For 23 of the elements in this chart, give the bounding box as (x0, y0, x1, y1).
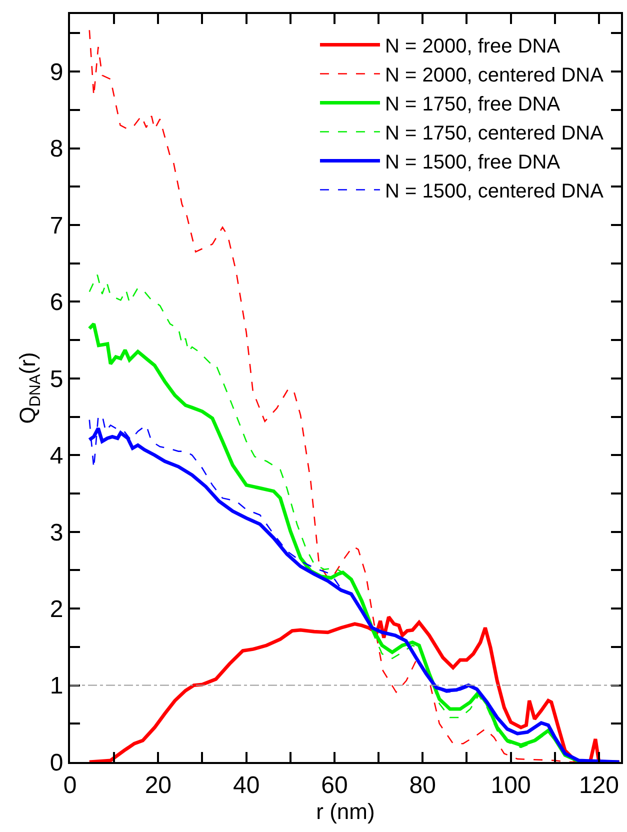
legend-label: N = 1500, centered DNA (384, 180, 604, 203)
x-tick-label: 60 (321, 772, 348, 799)
legend-label: N = 2000, centered DNA (384, 64, 604, 87)
x-tick-label: 120 (578, 772, 619, 799)
legend-label: N = 1750, free DNA (384, 94, 561, 116)
x-tick-label: 40 (232, 772, 260, 799)
x-tick-label: 20 (144, 772, 172, 799)
y-tick-label: 6 (50, 289, 64, 316)
y-tick-label: 0 (50, 749, 64, 776)
y-tick-label: 1 (50, 672, 64, 700)
legend-label: N = 2000, free DNA (384, 36, 561, 58)
x-tick-label: 100 (490, 772, 531, 799)
legend-label: N = 1750, centered DNA (384, 122, 604, 145)
legend-label: N = 1500, free DNA (384, 152, 561, 174)
y-tick-label: 7 (50, 212, 64, 240)
x-tick-label: 80 (409, 772, 436, 799)
y-tick-label: 5 (50, 366, 64, 393)
y-tick-label: 8 (50, 136, 64, 163)
y-tick-label: 9 (50, 58, 64, 86)
y-tick-label: 4 (50, 442, 64, 470)
y-tick-label: 2 (50, 596, 64, 623)
x-axis-title: r (nm) (316, 798, 375, 824)
y-tick-label: 3 (50, 519, 64, 546)
